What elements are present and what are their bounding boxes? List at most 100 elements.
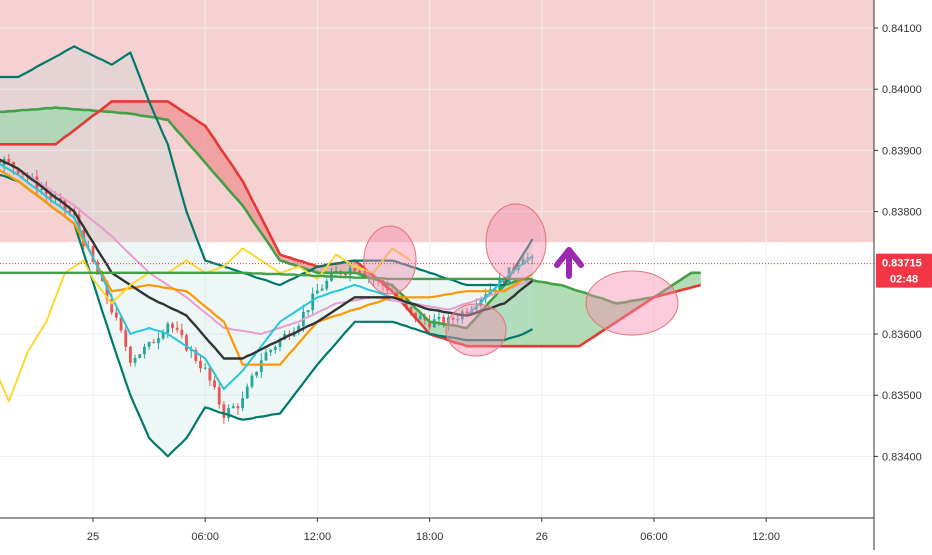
candle-body (58, 198, 62, 200)
candle (255, 371, 259, 379)
candle-body (395, 291, 399, 298)
candle (0, 161, 1, 166)
candle-body (526, 257, 530, 259)
candle-body (185, 335, 188, 351)
candle (133, 354, 137, 367)
candle-body (124, 330, 128, 347)
candle-body (493, 289, 497, 291)
candle (180, 323, 184, 339)
candle-body (311, 293, 315, 311)
price-axis[interactable]: 0.84100 0.84000 0.83900 0.83800 0.83600 0.835… (874, 23, 922, 463)
candle-body (250, 375, 254, 387)
candle-body (409, 307, 413, 313)
candle-body (166, 323, 170, 333)
candle (161, 329, 165, 341)
countdown-label: 02:48 (890, 274, 918, 286)
candle (269, 348, 273, 357)
candle (194, 347, 198, 364)
candle-body (208, 367, 212, 381)
series-line-3 (0, 173, 534, 458)
price-tick-label: 0.83500 (882, 390, 922, 402)
series-line-5 (0, 169, 534, 366)
candle-body (227, 408, 230, 418)
time-axis[interactable]: 25 06:00 12:00 18:00 26 06:00 12:00 (87, 518, 780, 543)
candle-body (245, 386, 249, 399)
candle (114, 308, 118, 321)
candle (264, 348, 268, 361)
candle (446, 312, 450, 331)
candle-body (199, 360, 202, 369)
series-line-0 (0, 106, 701, 330)
candle-body (414, 312, 417, 320)
candle-body (161, 332, 165, 339)
candle-body (348, 267, 352, 275)
candle-body (465, 311, 469, 314)
candle (208, 366, 212, 387)
candle-body (180, 329, 184, 336)
candle-body (442, 316, 446, 325)
candle (418, 313, 422, 320)
candle-body (7, 158, 11, 163)
candle (325, 278, 329, 292)
price-tick-label: 0.84000 (882, 84, 922, 96)
time-tick-label: 12:00 (752, 531, 780, 543)
candle-body (273, 346, 277, 350)
candle-body (91, 246, 95, 262)
candle (152, 338, 156, 344)
candle-body (255, 371, 259, 376)
annotations (363, 203, 679, 357)
candle (315, 283, 319, 294)
price-tick-label: 0.83400 (882, 451, 922, 463)
current-price-label: 0.83715 (882, 258, 922, 270)
candle (311, 287, 315, 316)
cloud-bullish (0, 107, 103, 145)
indicator-lines (0, 45, 702, 458)
candle-body (297, 326, 301, 332)
candle-body (259, 360, 263, 372)
candle (526, 252, 530, 264)
candle (199, 354, 202, 373)
candle (236, 403, 240, 415)
time-tick-label: 06:00 (191, 531, 219, 543)
candle-body (358, 270, 361, 274)
candle-body (105, 281, 109, 300)
candle (320, 284, 324, 292)
candle-body (128, 346, 132, 363)
candle-body (344, 274, 347, 276)
series-line-2 (0, 45, 534, 287)
candle-body (114, 312, 118, 318)
highlight-ellipse (485, 203, 547, 281)
candle-body (40, 188, 43, 190)
candle (119, 316, 123, 333)
candle-body (278, 339, 282, 347)
price-tick-label: 0.83900 (882, 145, 922, 157)
candle (147, 341, 151, 350)
candle (245, 383, 249, 399)
candle-body (437, 316, 441, 320)
candle-body (16, 168, 20, 174)
candle (217, 382, 221, 409)
candle (166, 321, 170, 339)
series-line-7 (0, 158, 534, 360)
candle (297, 323, 301, 335)
time-tick-label: 25 (87, 531, 99, 543)
candle (124, 323, 128, 352)
candle (157, 332, 160, 350)
cloud-bearish (102, 101, 383, 284)
candle-body (68, 210, 72, 213)
candle-body (456, 319, 460, 321)
candle (91, 245, 95, 264)
up-arrow-icon (554, 247, 584, 279)
candle-body (143, 346, 146, 355)
candle-body (147, 341, 151, 347)
candle (138, 354, 142, 359)
candle-body (110, 299, 114, 313)
candle-body (119, 317, 123, 331)
candle-body (21, 173, 25, 175)
resistance-zone (0, 0, 874, 243)
highlight-ellipse (363, 225, 417, 295)
candle (7, 154, 11, 164)
candle-body (502, 277, 506, 285)
candle-body (400, 297, 403, 301)
